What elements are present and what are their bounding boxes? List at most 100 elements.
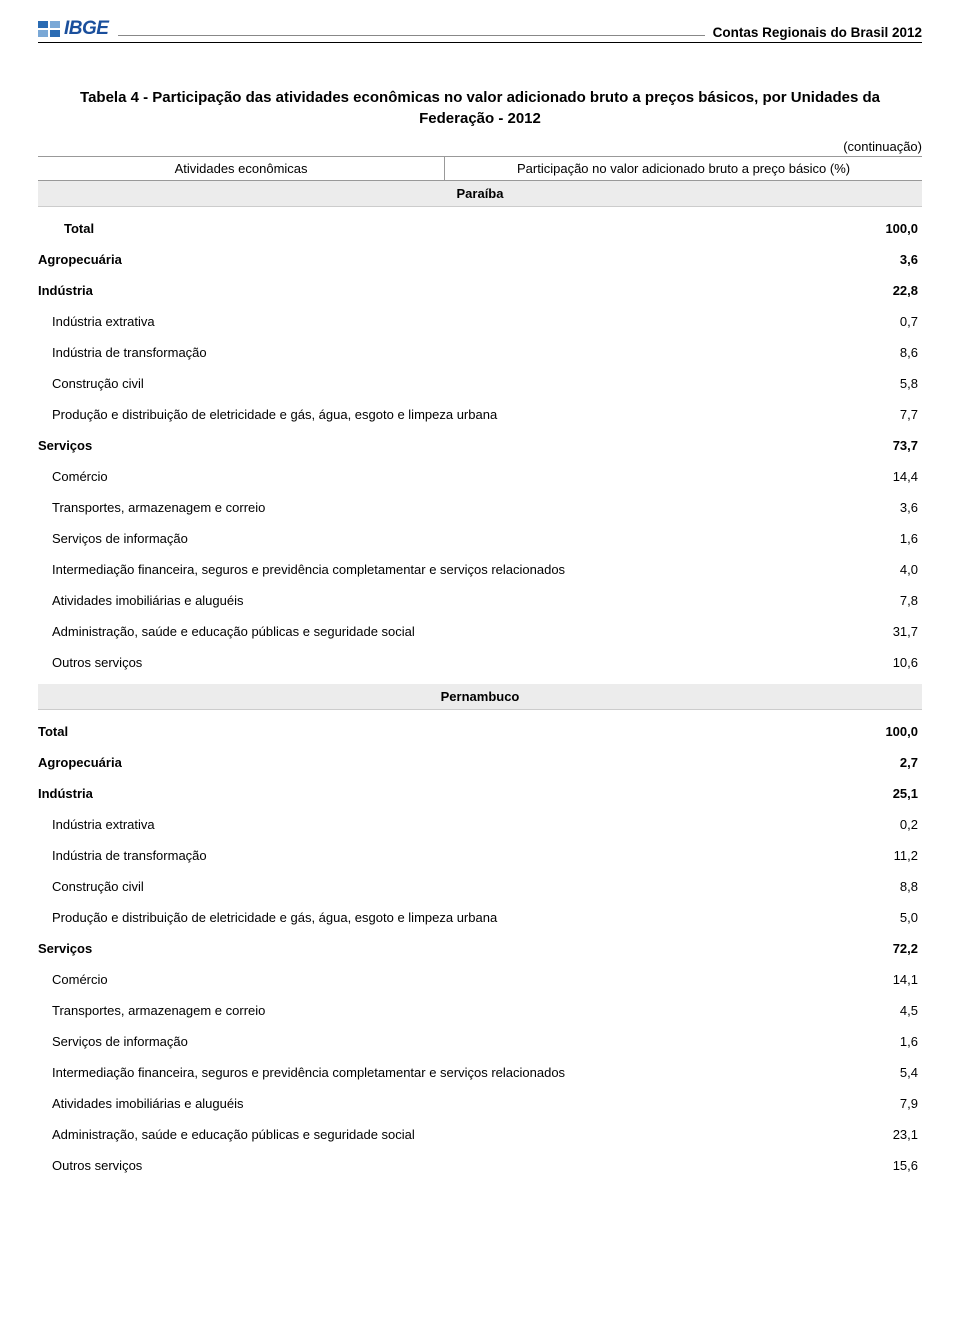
table-row: Indústria extrativa0,7: [38, 306, 922, 337]
row-value: 22,8: [848, 283, 918, 298]
table-row: Intermediação financeira, seguros e prev…: [38, 554, 922, 585]
row-value: 14,1: [848, 972, 918, 987]
table-row: Comércio14,1: [38, 964, 922, 995]
table-row: Serviços72,2: [38, 933, 922, 964]
table-row: Serviços de informação1,6: [38, 1026, 922, 1057]
row-label: Serviços de informação: [52, 1034, 848, 1049]
row-value: 31,7: [848, 624, 918, 639]
row-label: Total: [38, 724, 848, 739]
row-label: Comércio: [52, 972, 848, 987]
table-row: Indústria22,8: [38, 275, 922, 306]
row-value: 4,5: [848, 1003, 918, 1018]
header-rule: [118, 35, 704, 36]
row-value: 7,9: [848, 1096, 918, 1111]
row-value: 8,8: [848, 879, 918, 894]
table-row: Administração, saúde e educação públicas…: [38, 616, 922, 647]
row-value: 5,0: [848, 910, 918, 925]
table-row: Construção civil5,8: [38, 368, 922, 399]
row-value: 2,7: [848, 755, 918, 770]
state-header: Pernambuco: [38, 684, 922, 710]
row-value: 4,0: [848, 562, 918, 577]
continuation-label: (continuação): [38, 139, 922, 154]
table-row: Administração, saúde e educação públicas…: [38, 1119, 922, 1150]
row-value: 1,6: [848, 531, 918, 546]
row-value: 11,2: [848, 848, 918, 863]
row-value: 7,7: [848, 407, 918, 422]
table-row: Outros serviços15,6: [38, 1150, 922, 1181]
table-row: Atividades imobiliárias e aluguéis7,8: [38, 585, 922, 616]
state-data-block: Total100,0Agropecuária3,6Indústria22,8In…: [38, 213, 922, 678]
ibge-logo-mark: [38, 21, 60, 37]
row-label: Serviços: [38, 941, 848, 956]
page: IBGE Contas Regionais do Brasil 2012 Tab…: [0, 0, 960, 1211]
row-value: 72,2: [848, 941, 918, 956]
row-value: 1,6: [848, 1034, 918, 1049]
row-label: Administração, saúde e educação públicas…: [52, 1127, 848, 1142]
table-row: Construção civil8,8: [38, 871, 922, 902]
state-data-block: Total100,0Agropecuária2,7Indústria25,1In…: [38, 716, 922, 1181]
row-label: Total: [64, 221, 848, 236]
row-label: Indústria: [38, 283, 848, 298]
row-label: Construção civil: [52, 376, 848, 391]
row-label: Administração, saúde e educação públicas…: [52, 624, 848, 639]
row-value: 25,1: [848, 786, 918, 801]
table-title: Tabela 4 - Participação das atividades e…: [78, 87, 882, 129]
ibge-logo: IBGE: [38, 18, 108, 40]
row-value: 5,4: [848, 1065, 918, 1080]
row-label: Serviços: [38, 438, 848, 453]
col-header-participation: Participação no valor adicionado bruto a…: [445, 157, 922, 181]
row-label: Produção e distribuição de eletricidade …: [52, 407, 848, 422]
row-label: Indústria: [38, 786, 848, 801]
row-value: 0,7: [848, 314, 918, 329]
table-row: Indústria extrativa0,2: [38, 809, 922, 840]
row-label: Intermediação financeira, seguros e prev…: [52, 1065, 848, 1080]
row-value: 100,0: [848, 724, 918, 739]
table-row: Transportes, armazenagem e correio4,5: [38, 995, 922, 1026]
row-value: 100,0: [848, 221, 918, 236]
document-title: Contas Regionais do Brasil 2012: [713, 25, 922, 40]
row-value: 73,7: [848, 438, 918, 453]
table-row: Outros serviços10,6: [38, 647, 922, 678]
row-label: Transportes, armazenagem e correio: [52, 1003, 848, 1018]
row-value: 5,8: [848, 376, 918, 391]
table-row: Total100,0: [38, 716, 922, 747]
row-label: Transportes, armazenagem e correio: [52, 500, 848, 515]
row-label: Outros serviços: [52, 1158, 848, 1173]
table-row: Atividades imobiliárias e aluguéis7,9: [38, 1088, 922, 1119]
state-header: Paraíba: [38, 181, 922, 207]
ibge-logo-text: IBGE: [64, 18, 108, 40]
row-label: Outros serviços: [52, 655, 848, 670]
table-row: Serviços de informação1,6: [38, 523, 922, 554]
row-label: Indústria de transformação: [52, 345, 848, 360]
row-label: Atividades imobiliárias e aluguéis: [52, 593, 848, 608]
table-row: Total100,0: [38, 213, 922, 244]
row-value: 8,6: [848, 345, 918, 360]
row-value: 7,8: [848, 593, 918, 608]
row-value: 3,6: [848, 500, 918, 515]
row-label: Serviços de informação: [52, 531, 848, 546]
table-body: ParaíbaTotal100,0Agropecuária3,6Indústri…: [38, 181, 922, 1181]
table-row: Indústria de transformação11,2: [38, 840, 922, 871]
row-value: 15,6: [848, 1158, 918, 1173]
table-row: Agropecuária2,7: [38, 747, 922, 778]
table-row: Produção e distribuição de eletricidade …: [38, 399, 922, 430]
table-row: Comércio14,4: [38, 461, 922, 492]
table-row: Indústria de transformação8,6: [38, 337, 922, 368]
row-label: Agropecuária: [38, 755, 848, 770]
row-label: Indústria extrativa: [52, 314, 848, 329]
row-label: Construção civil: [52, 879, 848, 894]
table-row: Produção e distribuição de eletricidade …: [38, 902, 922, 933]
table-row: Agropecuária3,6: [38, 244, 922, 275]
row-value: 3,6: [848, 252, 918, 267]
table-header: Atividades econômicas Participação no va…: [38, 156, 922, 181]
row-value: 10,6: [848, 655, 918, 670]
page-header: IBGE Contas Regionais do Brasil 2012: [38, 18, 922, 43]
table-row: Transportes, armazenagem e correio3,6: [38, 492, 922, 523]
row-label: Agropecuária: [38, 252, 848, 267]
table-row: Serviços73,7: [38, 430, 922, 461]
table-row: Intermediação financeira, seguros e prev…: [38, 1057, 922, 1088]
row-value: 0,2: [848, 817, 918, 832]
row-label: Comércio: [52, 469, 848, 484]
row-label: Indústria de transformação: [52, 848, 848, 863]
col-header-activities: Atividades econômicas: [38, 157, 445, 181]
